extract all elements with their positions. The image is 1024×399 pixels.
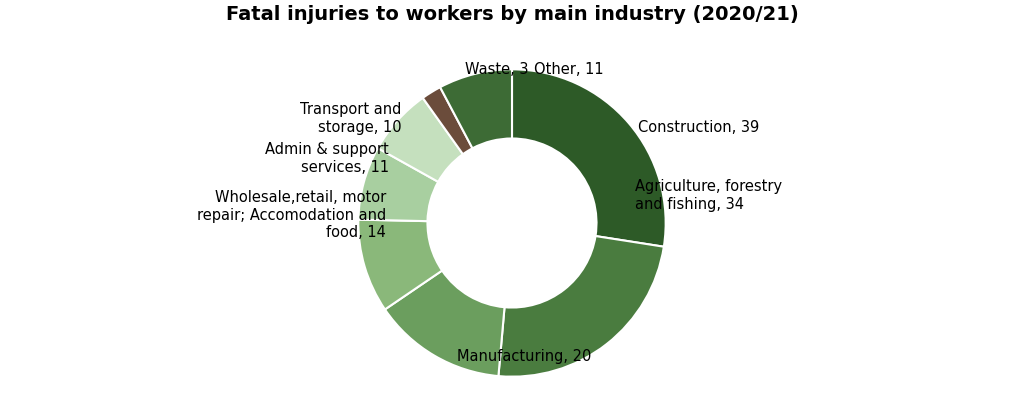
Text: Construction, 39: Construction, 39 — [638, 120, 759, 135]
Wedge shape — [358, 148, 438, 221]
Wedge shape — [499, 236, 664, 377]
Text: Manufacturing, 20: Manufacturing, 20 — [457, 349, 592, 364]
Wedge shape — [423, 87, 472, 154]
Text: Admin & support
services, 11: Admin & support services, 11 — [265, 142, 389, 175]
Text: Agriculture, forestry
and fishing, 34: Agriculture, forestry and fishing, 34 — [635, 179, 782, 211]
Title: Fatal injuries to workers by main industry (2020/21): Fatal injuries to workers by main indust… — [225, 6, 799, 24]
Wedge shape — [440, 69, 512, 148]
Wedge shape — [385, 271, 505, 376]
Text: Transport and
storage, 10: Transport and storage, 10 — [300, 102, 401, 135]
Wedge shape — [378, 98, 463, 182]
Wedge shape — [358, 219, 442, 310]
Wedge shape — [512, 69, 666, 247]
Text: Wholesale,retail, motor
repair; Accomodation and
food, 14: Wholesale,retail, motor repair; Accomoda… — [197, 190, 386, 240]
Text: Other, 11: Other, 11 — [534, 62, 603, 77]
Text: Waste, 3: Waste, 3 — [465, 62, 528, 77]
